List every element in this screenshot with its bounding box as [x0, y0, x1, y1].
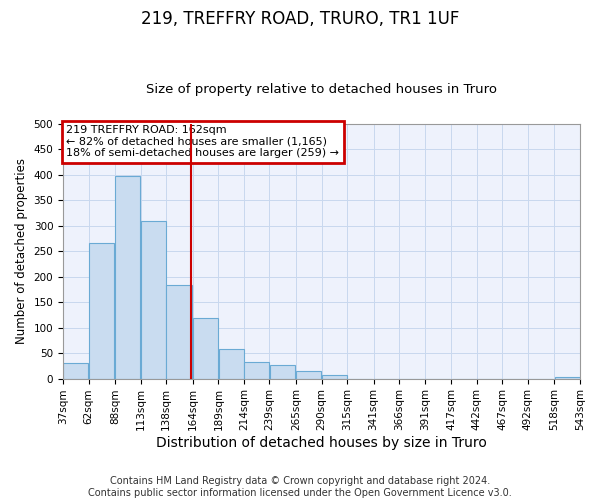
Text: 219 TREFFRY ROAD: 162sqm
← 82% of detached houses are smaller (1,165)
18% of sem: 219 TREFFRY ROAD: 162sqm ← 82% of detach… [66, 125, 339, 158]
Text: Contains HM Land Registry data © Crown copyright and database right 2024.
Contai: Contains HM Land Registry data © Crown c… [88, 476, 512, 498]
X-axis label: Distribution of detached houses by size in Truro: Distribution of detached houses by size … [156, 436, 487, 450]
Bar [166, 284, 191, 378]
Bar [63, 364, 88, 378]
Bar [89, 244, 114, 378]
Text: 219, TREFFRY ROAD, TRURO, TR1 1UF: 219, TREFFRY ROAD, TRURO, TR1 1UF [141, 10, 459, 28]
Bar [269, 366, 295, 378]
Bar [193, 318, 218, 378]
Bar [115, 176, 140, 378]
Bar [296, 371, 321, 378]
Title: Size of property relative to detached houses in Truro: Size of property relative to detached ho… [146, 83, 497, 96]
Bar [218, 348, 244, 378]
Bar [555, 377, 580, 378]
Y-axis label: Number of detached properties: Number of detached properties [15, 158, 28, 344]
Bar [141, 221, 166, 378]
Bar [244, 362, 269, 378]
Bar [322, 375, 347, 378]
